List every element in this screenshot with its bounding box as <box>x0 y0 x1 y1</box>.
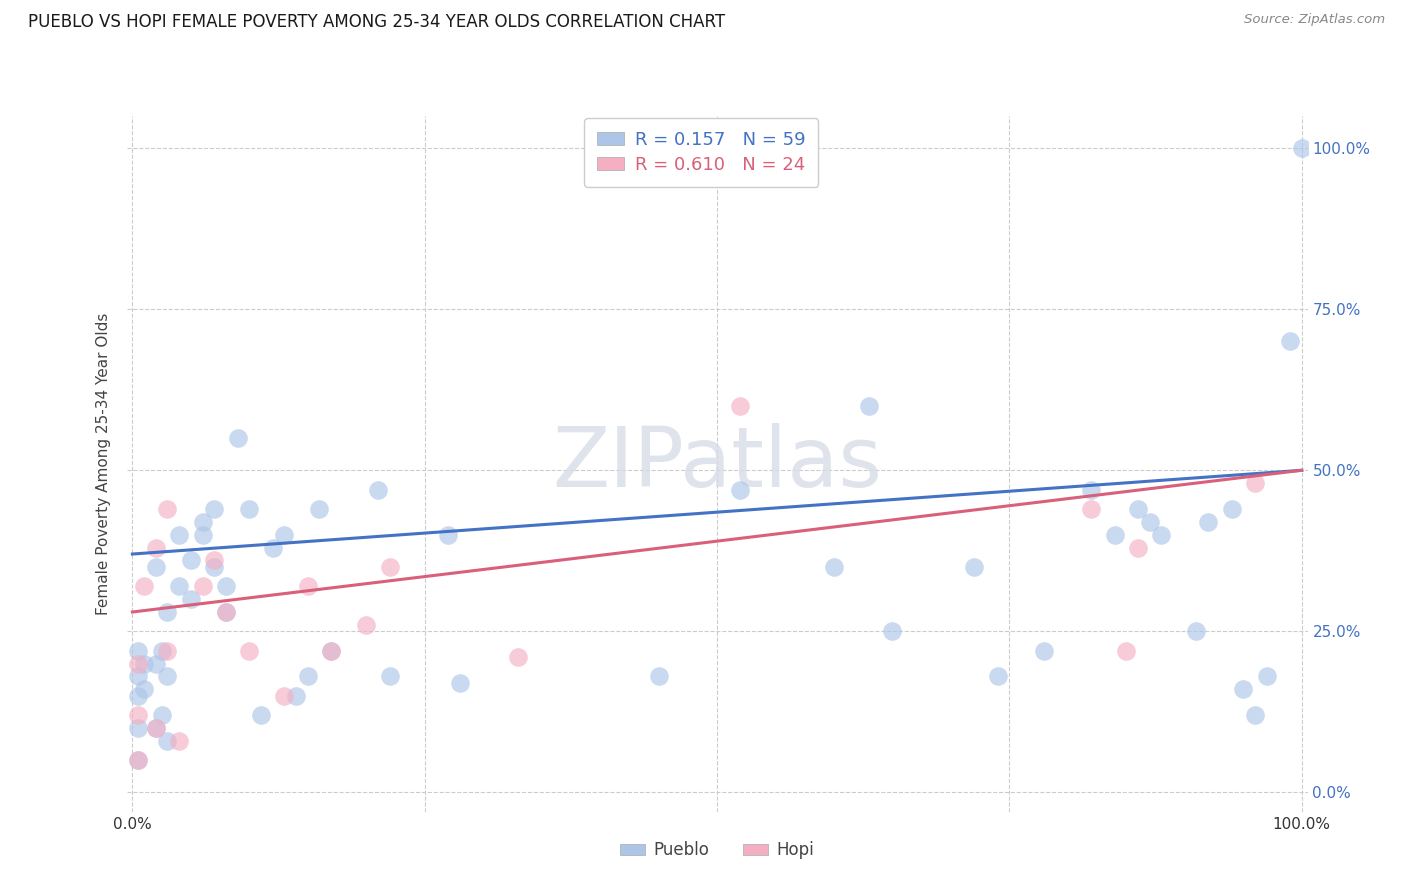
Point <box>156 643 179 657</box>
Point <box>156 605 179 619</box>
Point <box>647 669 669 683</box>
Point <box>167 734 190 748</box>
Point <box>132 657 155 671</box>
Point <box>127 721 149 735</box>
Point <box>987 669 1010 683</box>
Point <box>127 753 149 767</box>
Point <box>378 669 401 683</box>
Point <box>1104 527 1126 541</box>
Point <box>449 676 471 690</box>
Point <box>167 579 190 593</box>
Point <box>150 643 173 657</box>
Point <box>297 579 319 593</box>
Point <box>730 483 752 497</box>
Point <box>132 682 155 697</box>
Point <box>262 541 284 555</box>
Point <box>1232 682 1254 697</box>
Point <box>145 657 167 671</box>
Point <box>285 689 308 703</box>
Point <box>238 502 260 516</box>
Point <box>191 579 214 593</box>
Point <box>226 431 249 445</box>
Point <box>156 734 179 748</box>
Point <box>215 605 238 619</box>
Point <box>180 592 202 607</box>
Point <box>145 721 167 735</box>
Point <box>1150 527 1173 541</box>
Point <box>1080 502 1102 516</box>
Point <box>127 669 149 683</box>
Point <box>297 669 319 683</box>
Point <box>191 515 214 529</box>
Point <box>156 669 179 683</box>
Legend: Pueblo, Hopi: Pueblo, Hopi <box>613 835 821 866</box>
Point <box>273 527 295 541</box>
Point <box>273 689 295 703</box>
Point <box>1291 141 1313 155</box>
Point <box>367 483 389 497</box>
Y-axis label: Female Poverty Among 25-34 Year Olds: Female Poverty Among 25-34 Year Olds <box>96 313 111 615</box>
Point <box>238 643 260 657</box>
Point <box>215 605 238 619</box>
Point <box>823 560 845 574</box>
Point <box>215 579 238 593</box>
Text: PUEBLO VS HOPI FEMALE POVERTY AMONG 25-34 YEAR OLDS CORRELATION CHART: PUEBLO VS HOPI FEMALE POVERTY AMONG 25-3… <box>28 13 725 31</box>
Point <box>1220 502 1243 516</box>
Point <box>1139 515 1161 529</box>
Point <box>508 650 530 665</box>
Point <box>180 553 202 567</box>
Point <box>378 560 401 574</box>
Point <box>127 708 149 723</box>
Point <box>250 708 273 723</box>
Point <box>156 502 179 516</box>
Point <box>437 527 460 541</box>
Point <box>1033 643 1056 657</box>
Text: Source: ZipAtlas.com: Source: ZipAtlas.com <box>1244 13 1385 27</box>
Point <box>858 399 880 413</box>
Point <box>127 643 149 657</box>
Point <box>1244 476 1267 491</box>
Point <box>1197 515 1219 529</box>
Point <box>145 541 167 555</box>
Point <box>132 579 155 593</box>
Point <box>1126 502 1149 516</box>
Point <box>150 708 173 723</box>
Point <box>963 560 986 574</box>
Point <box>191 527 214 541</box>
Point <box>1126 541 1149 555</box>
Point <box>1080 483 1102 497</box>
Point <box>1256 669 1278 683</box>
Text: ZIPatlas: ZIPatlas <box>553 424 882 504</box>
Point <box>308 502 330 516</box>
Point <box>127 657 149 671</box>
Point <box>882 624 904 639</box>
Point <box>202 553 225 567</box>
Point <box>1185 624 1208 639</box>
Point <box>167 527 190 541</box>
Point <box>202 502 225 516</box>
Point <box>1244 708 1267 723</box>
Point <box>730 399 752 413</box>
Point <box>1279 334 1302 349</box>
Point <box>321 643 343 657</box>
Point <box>1115 643 1137 657</box>
Point <box>145 560 167 574</box>
Point <box>354 618 377 632</box>
Point <box>202 560 225 574</box>
Point <box>127 753 149 767</box>
Point <box>321 643 343 657</box>
Point <box>145 721 167 735</box>
Point <box>127 689 149 703</box>
